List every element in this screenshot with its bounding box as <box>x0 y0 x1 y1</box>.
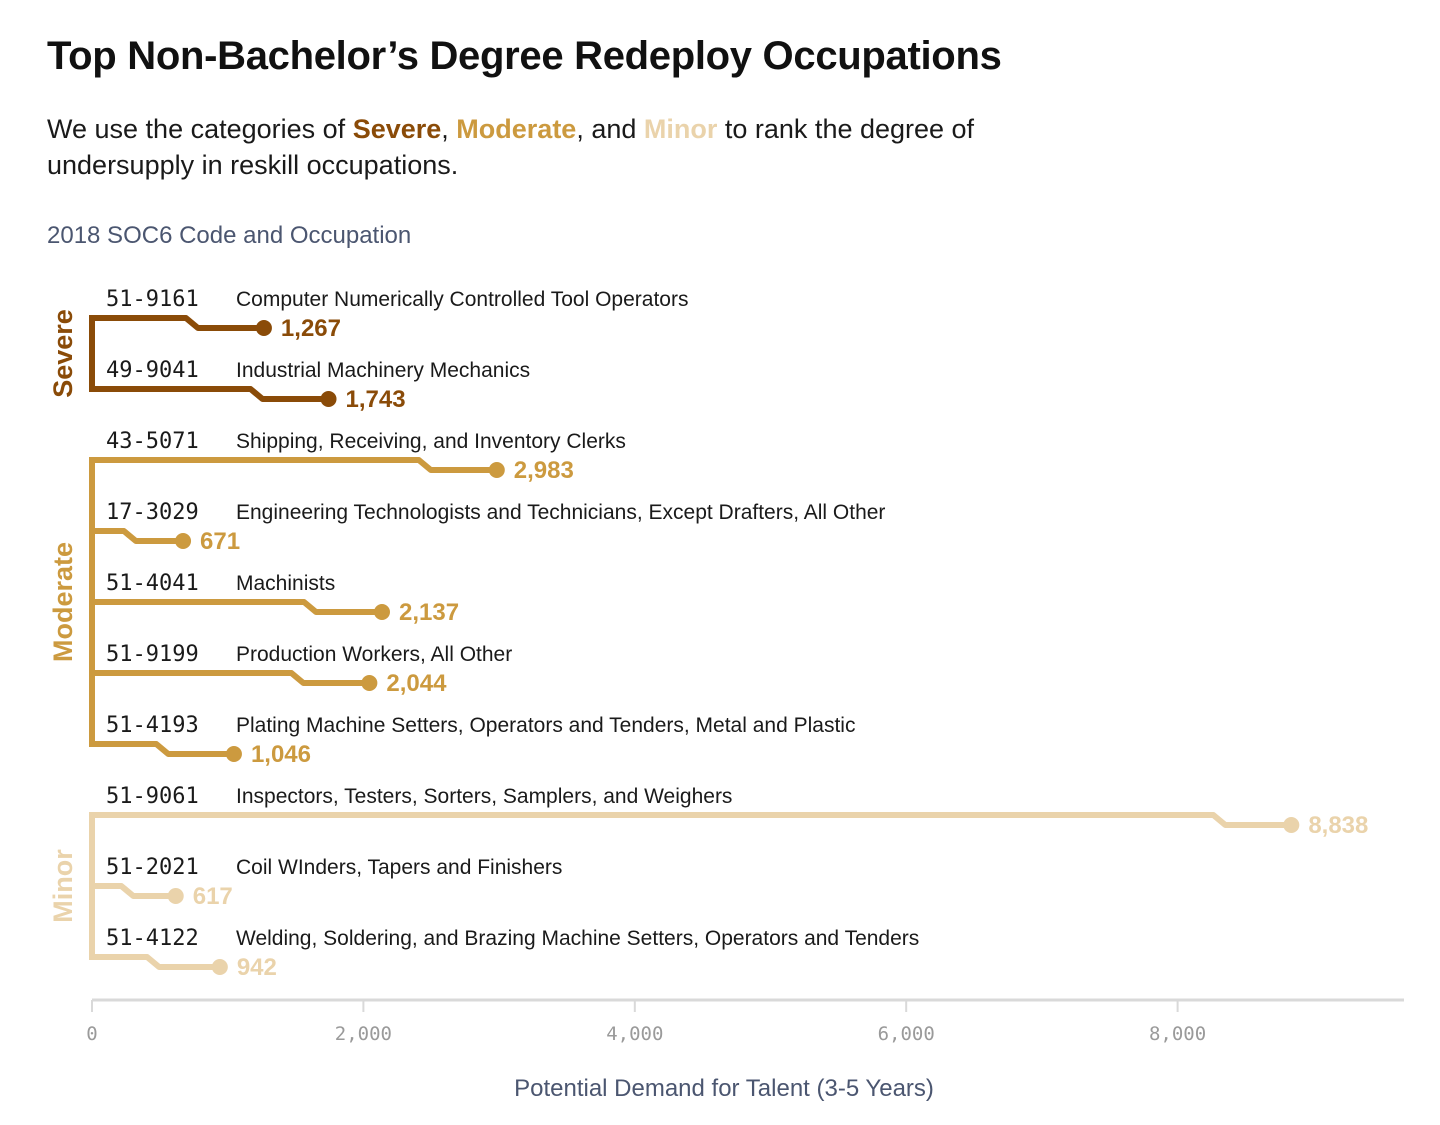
soc-code: 51-2021 <box>106 855 199 880</box>
occupation-name: Inspectors, Testers, Sorters, Samplers, … <box>236 785 732 808</box>
soc-code: 51-4193 <box>106 713 199 738</box>
group-label: Minor <box>48 849 78 923</box>
bar-line <box>92 386 329 402</box>
soc-code: 51-9199 <box>106 642 199 667</box>
bar-line <box>92 812 1292 828</box>
bar-line <box>92 954 220 970</box>
occupation-name: Machinists <box>236 572 335 595</box>
x-tick-label: 6,000 <box>878 1023 935 1045</box>
bar-end-dot <box>320 391 337 407</box>
occupation-name: Shipping, Receiving, and Inventory Clerk… <box>236 430 626 453</box>
value-label: 1,743 <box>346 386 406 413</box>
value-label: 617 <box>193 883 233 910</box>
bar-line <box>92 741 234 757</box>
value-label: 2,983 <box>514 457 574 484</box>
soc-code: 51-9161 <box>106 287 199 312</box>
soc-code: 43-5071 <box>106 429 199 454</box>
occupation-name: Computer Numerically Controlled Tool Ope… <box>236 288 688 311</box>
subtitle-text-1: We use the categories of <box>47 114 353 144</box>
x-axis-title: Potential Demand for Talent (3-5 Years) <box>514 1075 934 1102</box>
bar-end-dot <box>1283 817 1300 833</box>
bar-end-dot <box>175 533 192 549</box>
soc-code: 51-9061 <box>106 784 199 809</box>
bar-line <box>92 457 497 473</box>
bar-line <box>92 315 264 331</box>
bar-end-dot <box>211 959 228 975</box>
bar-end-dot <box>361 675 378 691</box>
occupation-name: Welding, Soldering, and Brazing Machine … <box>236 927 919 950</box>
chart-title: Top Non-Bachelor’s Degree Redeploy Occup… <box>47 34 1002 78</box>
x-tick-label: 4,000 <box>606 1023 663 1045</box>
bar-end-dot <box>255 320 272 336</box>
value-label: 1,267 <box>281 315 341 342</box>
bar-end-dot <box>373 604 390 620</box>
occupation-name: Engineering Technologists and Technician… <box>236 501 885 524</box>
soc-code: 51-4041 <box>106 571 199 596</box>
value-label: 2,137 <box>399 599 459 626</box>
occupation-name: Production Workers, All Other <box>236 643 512 666</box>
bar-line <box>92 670 370 686</box>
chart-subtitle: We use the categories of Severe, Moderat… <box>47 111 1127 183</box>
x-tick-label: 8,000 <box>1149 1023 1206 1045</box>
x-tick-label: 0 <box>86 1023 97 1045</box>
value-label: 671 <box>200 528 240 555</box>
value-label: 1,046 <box>251 741 311 768</box>
soc-code: 49-9041 <box>106 358 199 383</box>
occupation-name: Plating Machine Setters, Operators and T… <box>236 714 855 737</box>
x-tick-label: 2,000 <box>335 1023 392 1045</box>
soc-code: 17-3029 <box>106 500 199 525</box>
subtitle-text-3: , and <box>576 114 644 144</box>
occupation-name: Industrial Machinery Mechanics <box>236 359 530 382</box>
minor-keyword: Minor <box>643 114 718 144</box>
value-label: 8,838 <box>1308 812 1368 839</box>
moderate-keyword: Moderate <box>456 114 577 144</box>
bar-line <box>92 883 176 899</box>
group-label: Severe <box>48 309 78 398</box>
soc-code: 51-4122 <box>106 926 199 951</box>
subtitle-text-4: to rank the degree of undersupply in res… <box>47 114 975 180</box>
bar-line <box>92 528 184 544</box>
y-axis-caption: 2018 SOC6 Code and Occupation <box>47 222 412 249</box>
group-label: Moderate <box>48 542 78 662</box>
bar-end-dot <box>225 746 242 762</box>
severe-keyword: Severe <box>352 114 442 144</box>
subtitle-text-2: , <box>441 114 457 144</box>
occupation-name: Coil WInders, Tapers and Finishers <box>236 856 562 879</box>
bar-end-dot <box>488 462 505 478</box>
bar-line <box>92 599 382 615</box>
value-label: 942 <box>237 954 277 981</box>
bar-end-dot <box>167 888 184 904</box>
value-label: 2,044 <box>386 670 447 697</box>
